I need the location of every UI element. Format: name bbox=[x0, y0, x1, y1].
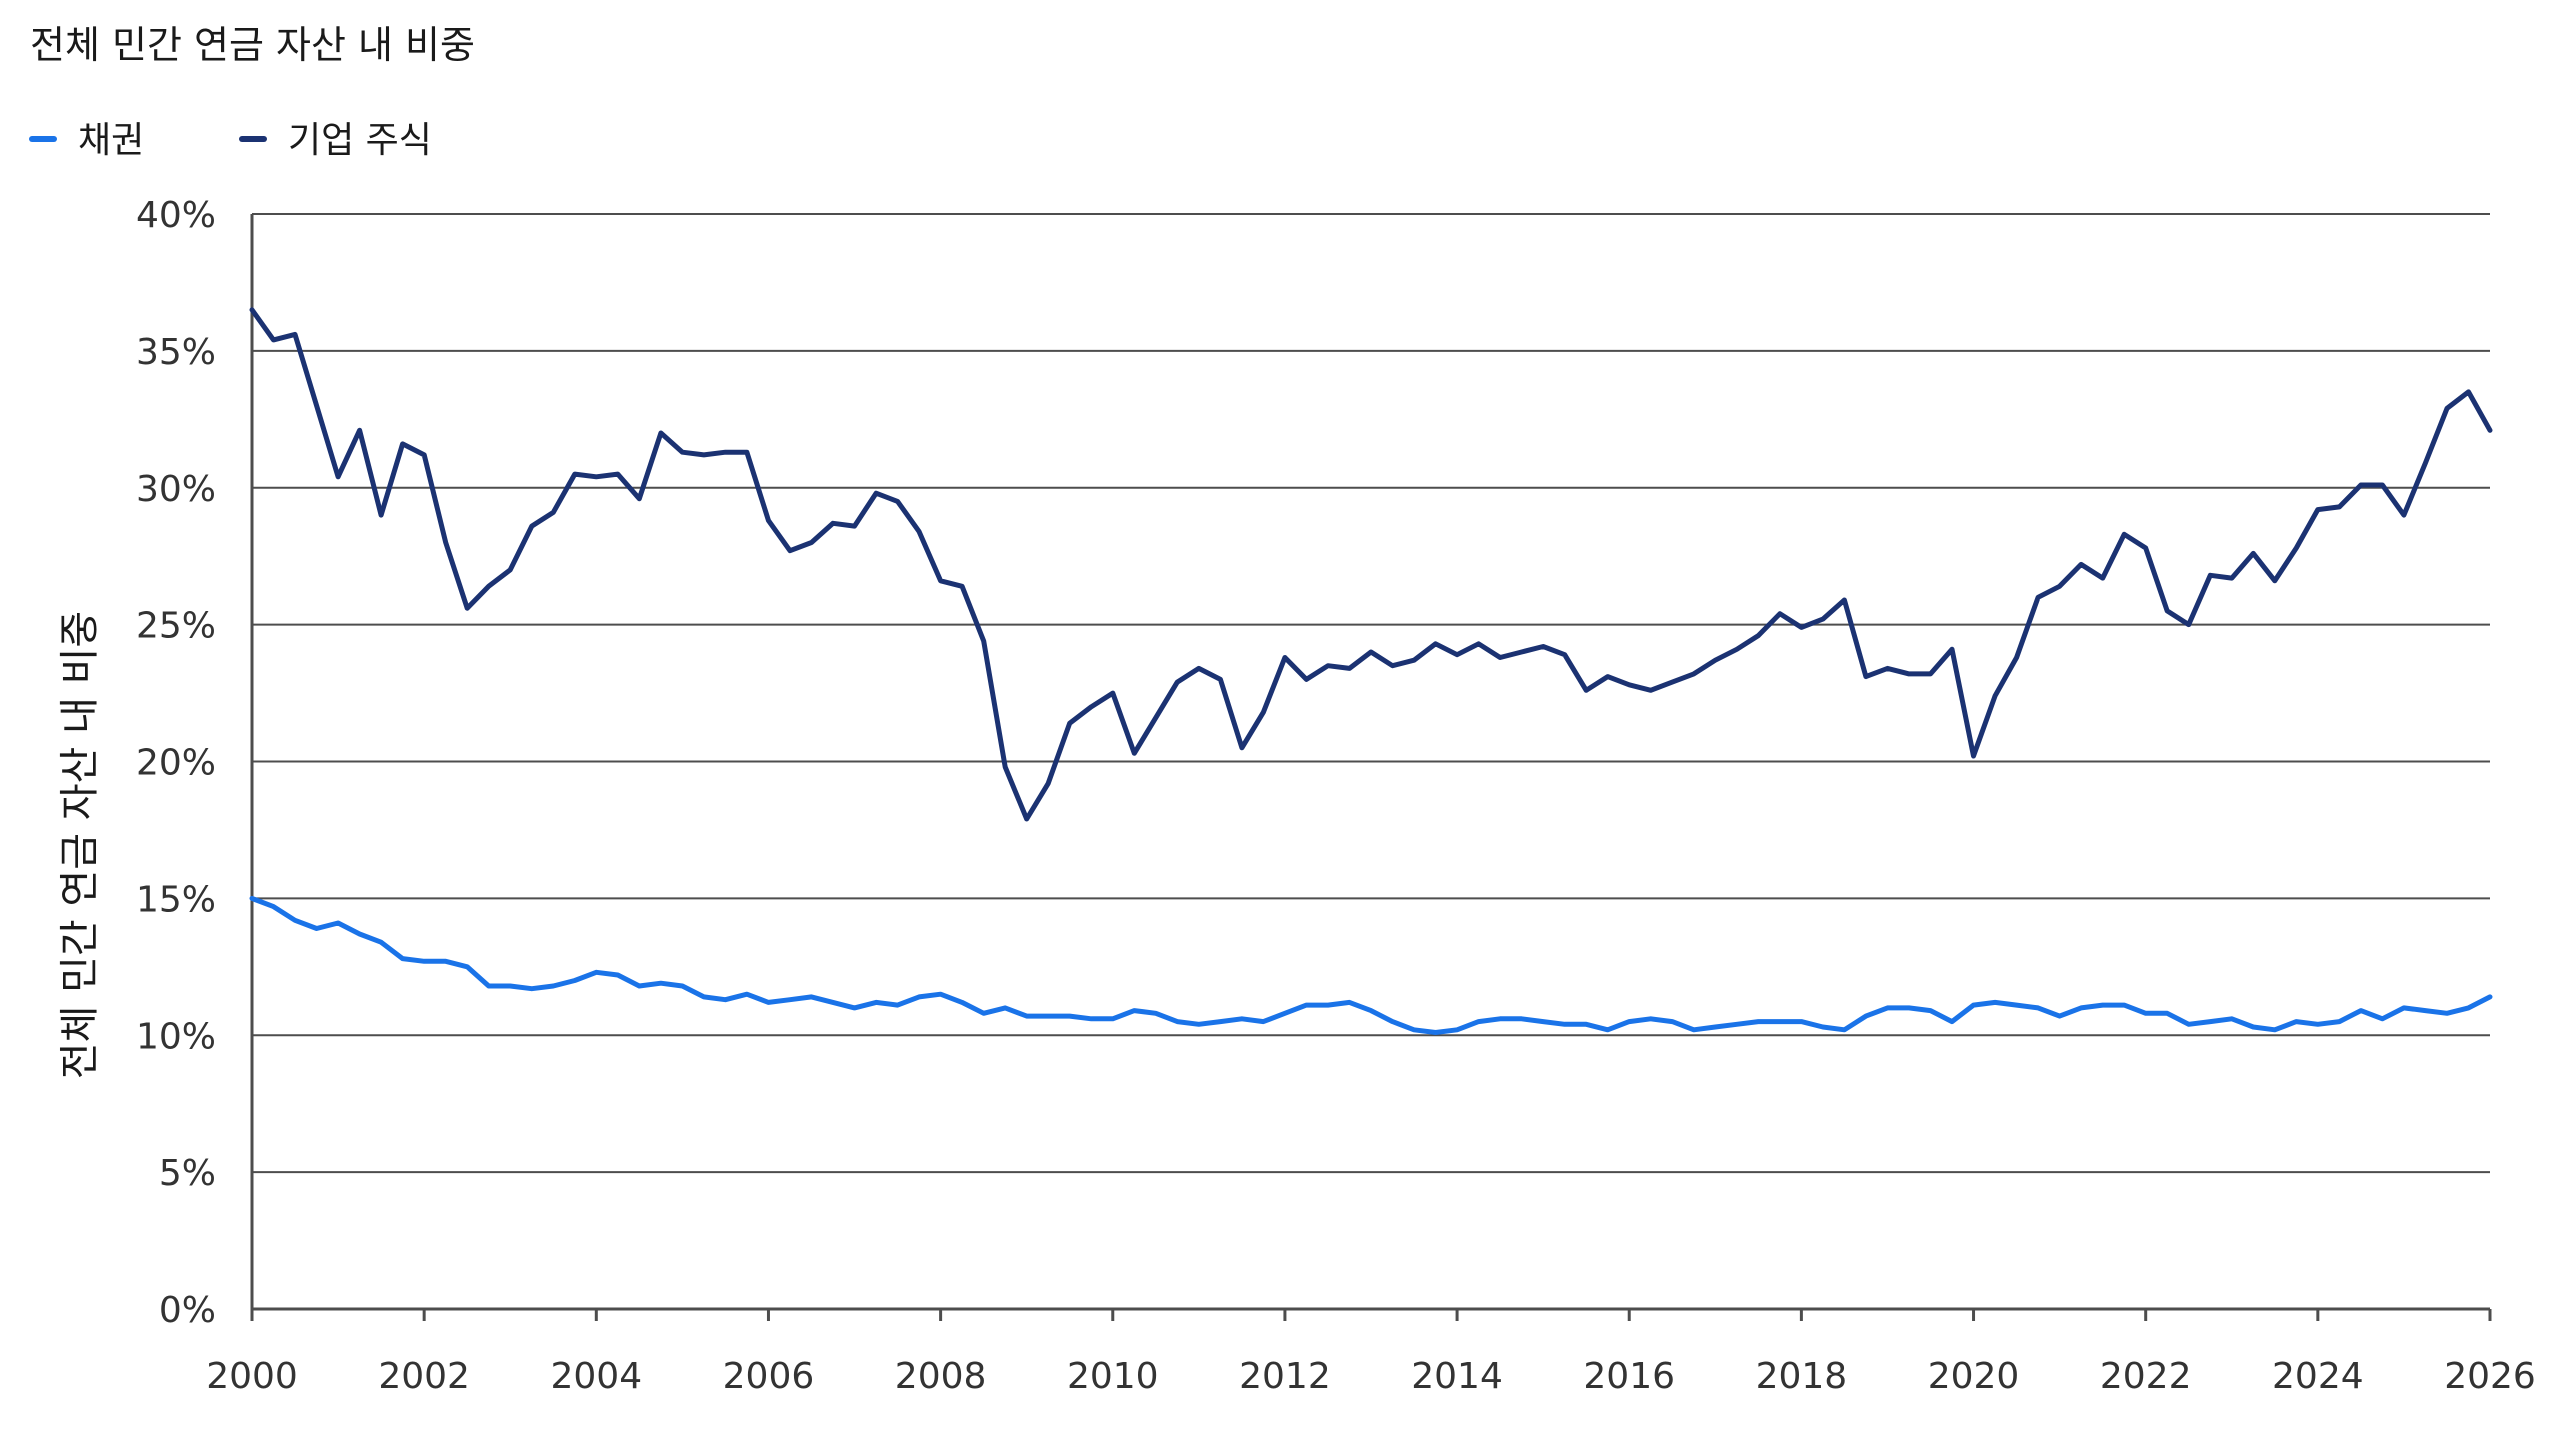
y-tick-label: 40% bbox=[136, 195, 216, 236]
x-axis-ticks: 2000 2002 2004 2006 2008 2010 2012 2014 2016 2018… bbox=[206, 1309, 2536, 1397]
y-tick-label: 35% bbox=[136, 332, 216, 373]
x-tick-label: 2022 bbox=[2100, 1356, 2192, 1397]
x-tick-label: 2014 bbox=[1411, 1356, 1503, 1397]
legend-label-0: 채권 bbox=[78, 120, 144, 161]
legend: 채권 기업 주식 bbox=[29, 120, 432, 161]
x-tick-label: 2020 bbox=[1928, 1356, 2020, 1397]
y-axis-label: 전체 민간 연금 자산 내 비중 bbox=[57, 611, 103, 1079]
y-tick-label: 20% bbox=[136, 743, 216, 784]
y-tick-label: 10% bbox=[136, 1016, 216, 1057]
y-tick-label: 0% bbox=[159, 1290, 216, 1331]
x-tick-label: 2002 bbox=[378, 1356, 470, 1397]
y-tick-label: 25% bbox=[136, 606, 216, 647]
x-tick-label: 2010 bbox=[1067, 1356, 1159, 1397]
y-tick-label: 30% bbox=[136, 469, 216, 510]
chart-title: 전체 민간 연금 자산 내 비중 bbox=[30, 23, 475, 67]
y-axis-ticks: 0% 5% 10% 15% 20% 25% 30% 35% 40% bbox=[136, 195, 216, 1331]
x-tick-label: 2008 bbox=[895, 1356, 987, 1397]
x-tick-label: 2012 bbox=[1239, 1356, 1331, 1397]
series-line-1 bbox=[249, 307, 2493, 822]
x-tick-label: 2024 bbox=[2272, 1356, 2364, 1397]
x-tick-label: 2006 bbox=[723, 1356, 815, 1397]
axes bbox=[250, 214, 2490, 1311]
y-tick-label: 15% bbox=[136, 879, 216, 920]
series-lines bbox=[249, 307, 2493, 1035]
series-line-0 bbox=[249, 895, 2493, 1035]
x-tick-label: 2004 bbox=[550, 1356, 642, 1397]
x-tick-label: 2016 bbox=[1583, 1356, 1675, 1397]
x-tick-label: 2000 bbox=[206, 1356, 298, 1397]
x-tick-label: 2026 bbox=[2444, 1356, 2536, 1397]
gridlines bbox=[252, 213, 2490, 1174]
y-tick-label: 5% bbox=[159, 1153, 216, 1194]
legend-label-1: 기업 주식 bbox=[288, 120, 432, 161]
x-tick-label: 2018 bbox=[1756, 1356, 1848, 1397]
